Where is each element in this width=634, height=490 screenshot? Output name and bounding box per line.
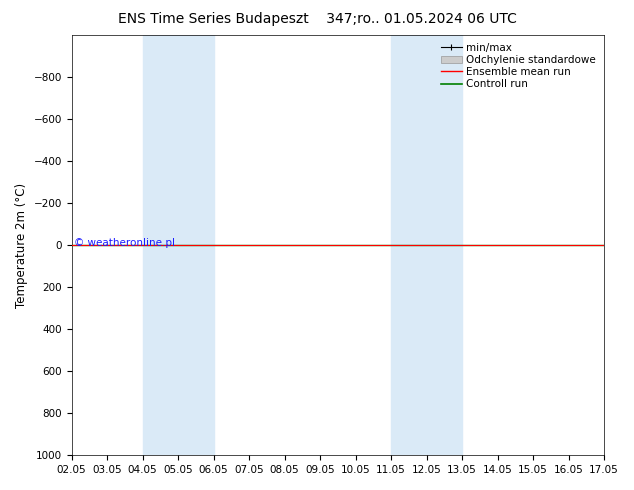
Bar xyxy=(391,35,462,455)
Text: © weatheronline.pl: © weatheronline.pl xyxy=(74,238,176,248)
Y-axis label: Temperature 2m (°C): Temperature 2m (°C) xyxy=(15,182,28,308)
Bar xyxy=(143,35,214,455)
Text: ENS Time Series Budapeszt    347;ro.. 01.05.2024 06 UTC: ENS Time Series Budapeszt 347;ro.. 01.05… xyxy=(117,12,517,26)
Legend: min/max, Odchylenie standardowe, Ensemble mean run, Controll run: min/max, Odchylenie standardowe, Ensembl… xyxy=(438,40,599,92)
